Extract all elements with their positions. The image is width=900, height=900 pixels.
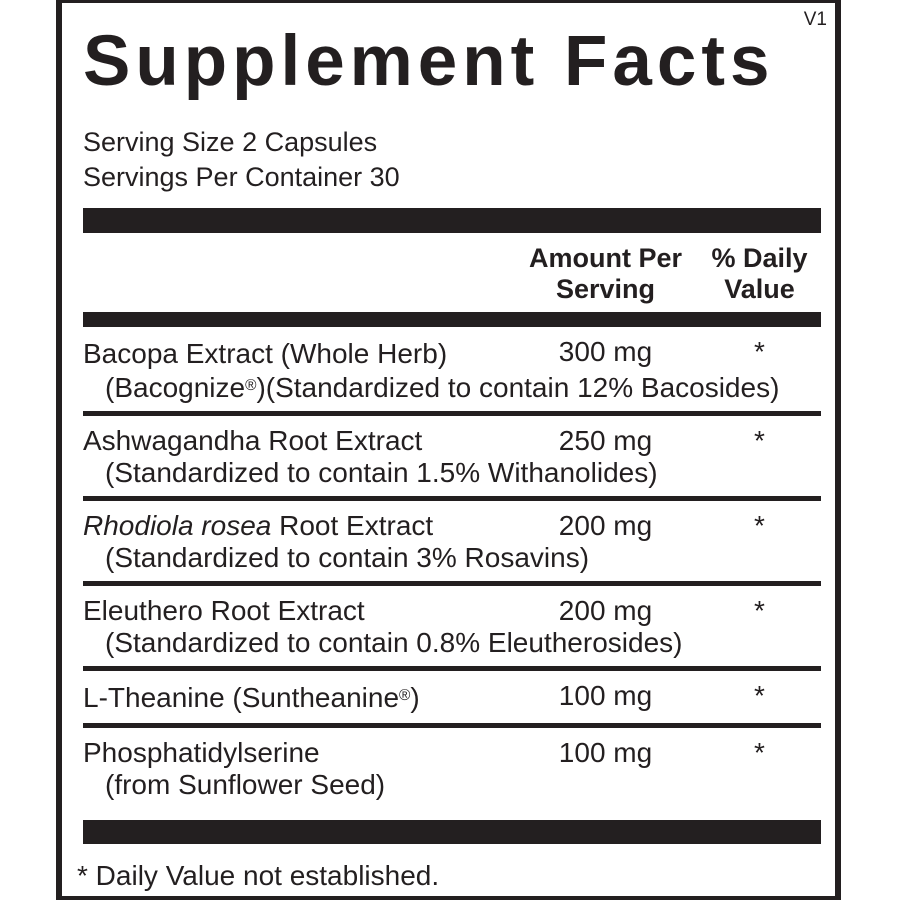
ingredient-name: Bacopa Extract (Whole Herb) [83, 337, 448, 369]
servings-per-container: Servings Per Container 30 [83, 162, 400, 192]
ingredient-name: Eleuthero Root Extract [83, 594, 365, 626]
ingredient-detail: (from Sunflower Seed) [105, 768, 386, 800]
serving-info: Serving Size 2 Capsules Servings Per Con… [83, 125, 821, 195]
ingredient-amount: 200 mg [558, 509, 653, 541]
ingredient-daily-value: * [754, 424, 765, 456]
divider-heavy-bottom [83, 819, 821, 844]
ingredient-daily-value: * [754, 594, 765, 626]
ingredient-row-l-theanine: L-Theanine (Suntheanine®) 100 mg * [83, 671, 821, 728]
ingredient-amount: 200 mg [558, 594, 653, 626]
ingredient-detail: (Standardized to contain 1.5% Withanolid… [105, 456, 658, 488]
serving-size: Serving Size 2 Capsules [83, 127, 378, 157]
ingredient-row-rhodiola: Rhodiola rosea Root Extract 200 mg * (St… [83, 501, 821, 586]
ingredient-daily-value: * [754, 736, 765, 768]
column-header-spacer [83, 243, 513, 305]
footnote: * Daily Value not established. [77, 859, 440, 891]
supplement-facts-panel: V1 Supplement Facts Serving Size 2 Capsu… [56, 0, 841, 900]
ingredient-detail: (Bacognize®)(Standardized to contain 12%… [105, 371, 780, 403]
divider-heavy-header [83, 312, 821, 327]
panel-title: Supplement Facts [83, 22, 775, 101]
column-header-row: Amount Per Serving % Daily Value [83, 233, 821, 312]
version-tag: V1 [803, 9, 827, 30]
ingredient-name: Ashwagandha Root Extract [83, 424, 423, 456]
ingredient-detail: (Standardized to contain 0.8% Eleutheros… [105, 626, 683, 658]
percent-daily-value-header: % Daily Value [711, 243, 808, 304]
ingredient-name: Phosphatidylserine [83, 736, 320, 768]
ingredient-row-eleuthero: Eleuthero Root Extract 200 mg * (Standar… [83, 586, 821, 671]
ingredient-daily-value: * [754, 509, 765, 541]
amount-per-serving-header: Amount Per Serving [528, 243, 682, 304]
ingredient-daily-value: * [754, 336, 765, 367]
ingredient-amount: 100 mg [558, 736, 653, 768]
ingredient-amount: 250 mg [558, 424, 653, 456]
divider-heavy-top [83, 208, 821, 233]
ingredient-daily-value: * [754, 679, 765, 711]
ingredient-row-phosphatidylserine: Phosphatidylserine 100 mg * (from Sunflo… [83, 728, 821, 810]
ingredient-name: Rhodiola rosea Root Extract [83, 509, 434, 541]
ingredient-row-bacopa: Bacopa Extract (Whole Herb) 300 mg * (Ba… [83, 327, 821, 416]
ingredient-name: L-Theanine (Suntheanine®) [83, 681, 420, 713]
ingredient-amount: 300 mg [558, 336, 653, 367]
ingredient-amount: 100 mg [558, 679, 653, 711]
ingredient-detail: (Standardized to contain 3% Rosavins) [105, 541, 590, 573]
ingredient-row-ashwagandha: Ashwagandha Root Extract 250 mg * (Stand… [83, 416, 821, 501]
